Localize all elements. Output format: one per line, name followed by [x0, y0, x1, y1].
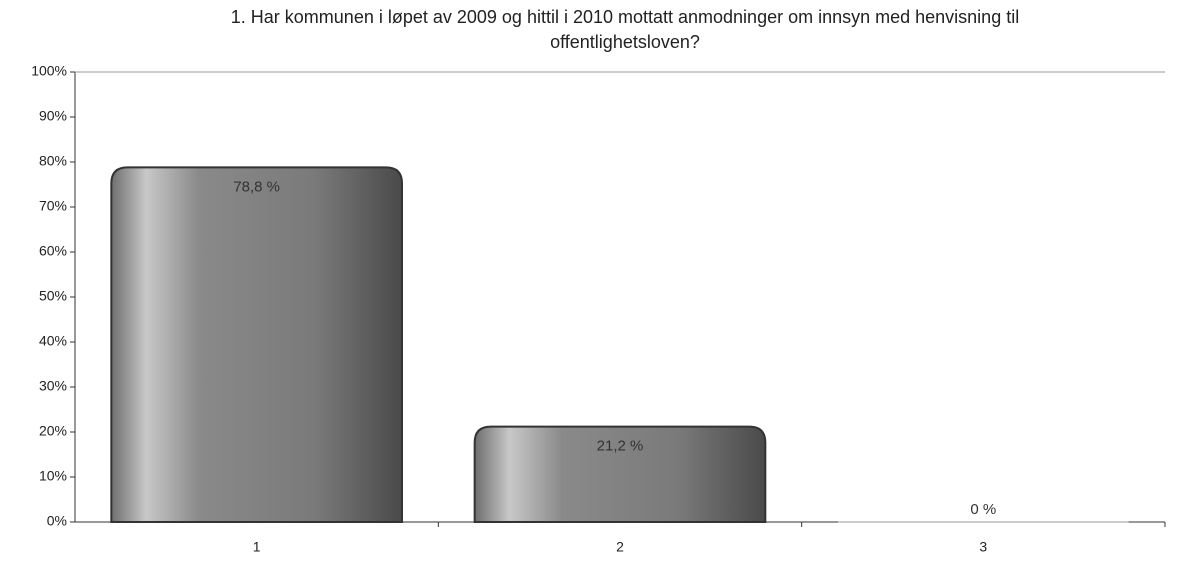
- data-label: 0 %: [970, 501, 996, 518]
- bar: [110, 166, 403, 523]
- y-tick-label: 0%: [47, 513, 67, 529]
- y-tick-label: 80%: [39, 153, 67, 169]
- x-tick-label: 1: [253, 539, 261, 555]
- y-tick-label: 20%: [39, 423, 67, 439]
- chart-title: offentlighetsloven?: [550, 32, 700, 52]
- y-tick-label: 30%: [39, 378, 67, 394]
- y-tick-label: 90%: [39, 108, 67, 124]
- y-tick-label: 100%: [31, 63, 67, 79]
- x-tick-label: 2: [616, 539, 624, 555]
- data-label: 21,2 %: [597, 438, 644, 455]
- chart-title: 1. Har kommunen i løpet av 2009 og hitti…: [231, 7, 1019, 27]
- y-tick-label: 50%: [39, 288, 67, 304]
- x-tick-label: 3: [979, 539, 987, 555]
- y-tick-label: 60%: [39, 243, 67, 259]
- y-tick-label: 70%: [39, 198, 67, 214]
- bar: [473, 425, 767, 523]
- data-label: 78,8 %: [233, 178, 280, 195]
- y-tick-label: 10%: [39, 468, 67, 484]
- y-tick-label: 40%: [39, 333, 67, 349]
